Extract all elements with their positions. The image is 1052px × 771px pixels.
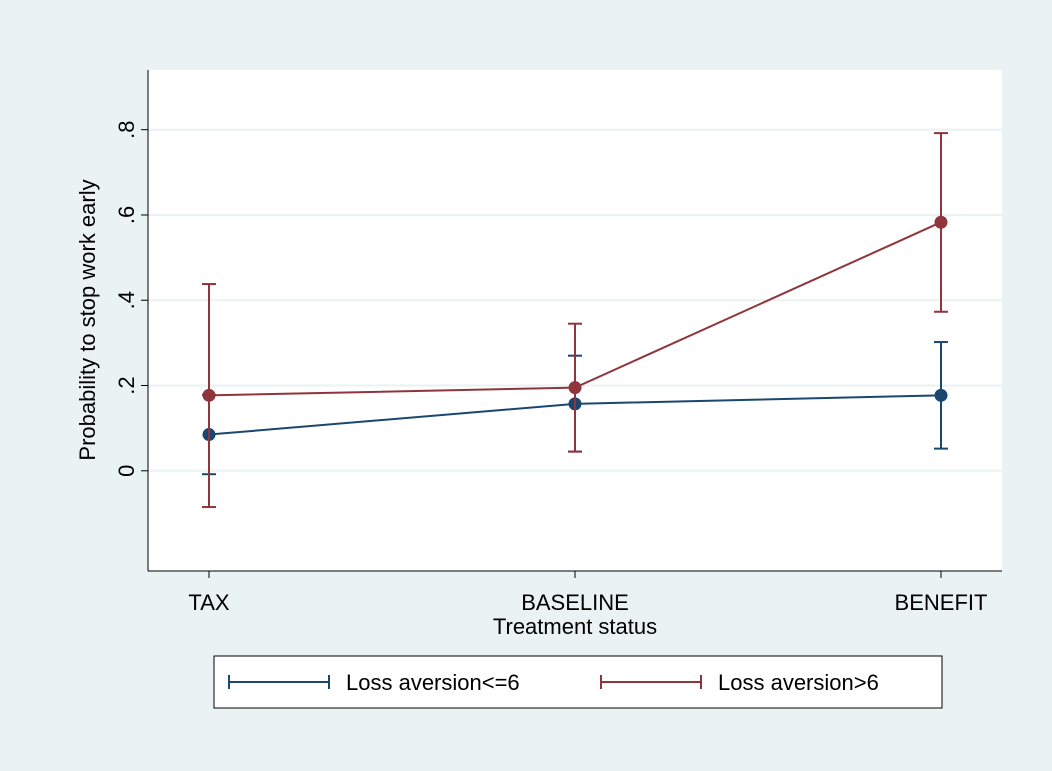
data-point — [202, 388, 216, 402]
y-tick-label: .4 — [114, 291, 139, 309]
x-ticks: TAX BASELINE BENEFIT — [188, 571, 987, 615]
y-tick-label: .8 — [114, 121, 139, 139]
x-tick-label: BASELINE — [521, 590, 629, 615]
y-ticks: 0 .2 .4 .6 .8 — [114, 121, 148, 477]
data-point — [934, 388, 948, 402]
legend-label: Loss aversion>6 — [718, 670, 879, 695]
plot-area — [148, 70, 1002, 571]
y-tick-label: .6 — [114, 206, 139, 224]
series-layer — [202, 132, 948, 509]
legend-item-1: Loss aversion<=6 — [228, 670, 520, 695]
legend-label: Loss aversion<=6 — [346, 670, 520, 695]
series-2 — [202, 132, 948, 509]
y-axis-label: Probability to stop work early — [75, 179, 100, 460]
data-point — [568, 381, 582, 395]
data-point — [934, 215, 948, 229]
y-tick-label: .2 — [114, 376, 139, 394]
legend: Loss aversion<=6 Loss aversion>6 — [213, 655, 943, 709]
legend-box — [213, 655, 943, 709]
x-tick-label: BENEFIT — [895, 590, 988, 615]
y-tick-label: 0 — [114, 465, 139, 477]
x-tick-label: TAX — [188, 590, 229, 615]
x-axis-label: Treatment status — [493, 614, 657, 639]
legend-item-2: Loss aversion>6 — [600, 670, 879, 695]
